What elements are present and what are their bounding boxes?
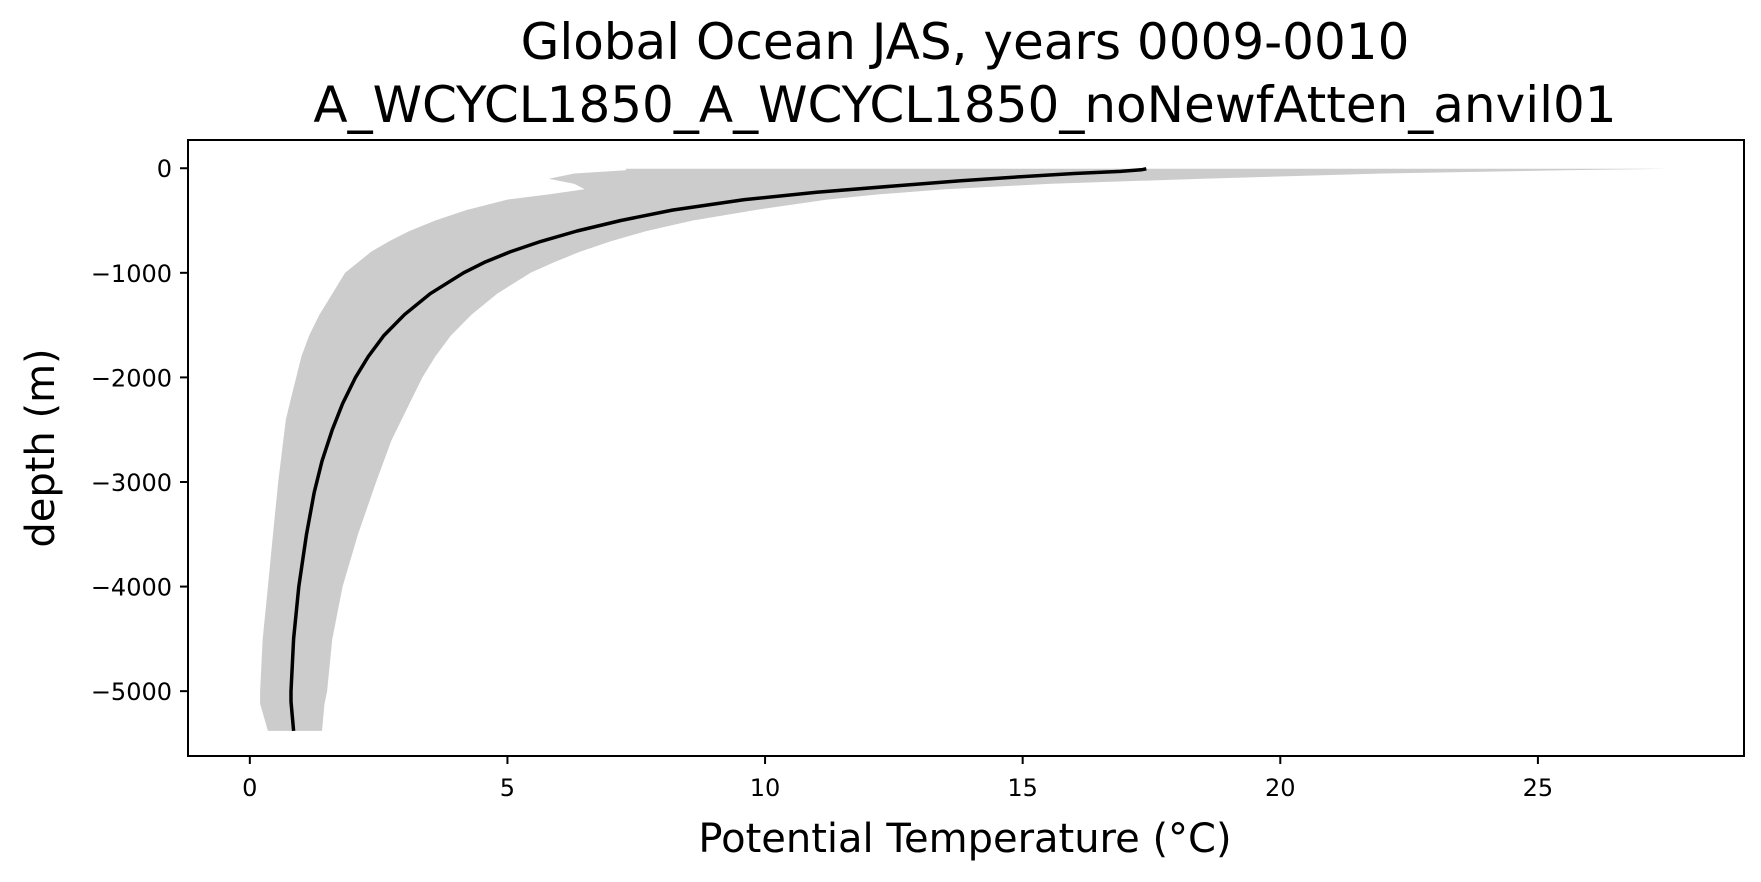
y-axis: 0 −1000 −2000 −3000 −4000 −5000 [91,155,188,706]
y-tick-label: −3000 [91,469,172,497]
x-axis: 0 5 10 15 20 25 [242,756,1553,802]
x-tick-label: 25 [1523,774,1554,802]
y-tick-label: −5000 [91,678,172,706]
y-tick-label: −1000 [91,260,172,288]
x-tick-label: 10 [750,774,781,802]
chart-title-line2: A_WCYCL1850_A_WCYCL1850_noNewfAtten_anvi… [313,76,1616,134]
plot-frame [187,139,1745,757]
y-tick-label: 0 [157,155,172,183]
y-axis-label: depth (m) [18,348,64,547]
mean-profile-line [289,167,1147,732]
x-axis-label: Potential Temperature (°C) [698,816,1231,862]
y-tick-label: −2000 [91,364,172,392]
y-tick-label: −4000 [91,574,172,602]
plot-area [260,167,1667,732]
x-tick-label: 20 [1265,774,1296,802]
spread-band [260,168,1667,731]
x-tick-label: 5 [500,774,515,802]
chart-title-line1: Global Ocean JAS, years 0009-0010 [521,13,1410,71]
x-tick-label: 15 [1007,774,1038,802]
x-tick-label: 0 [242,774,257,802]
